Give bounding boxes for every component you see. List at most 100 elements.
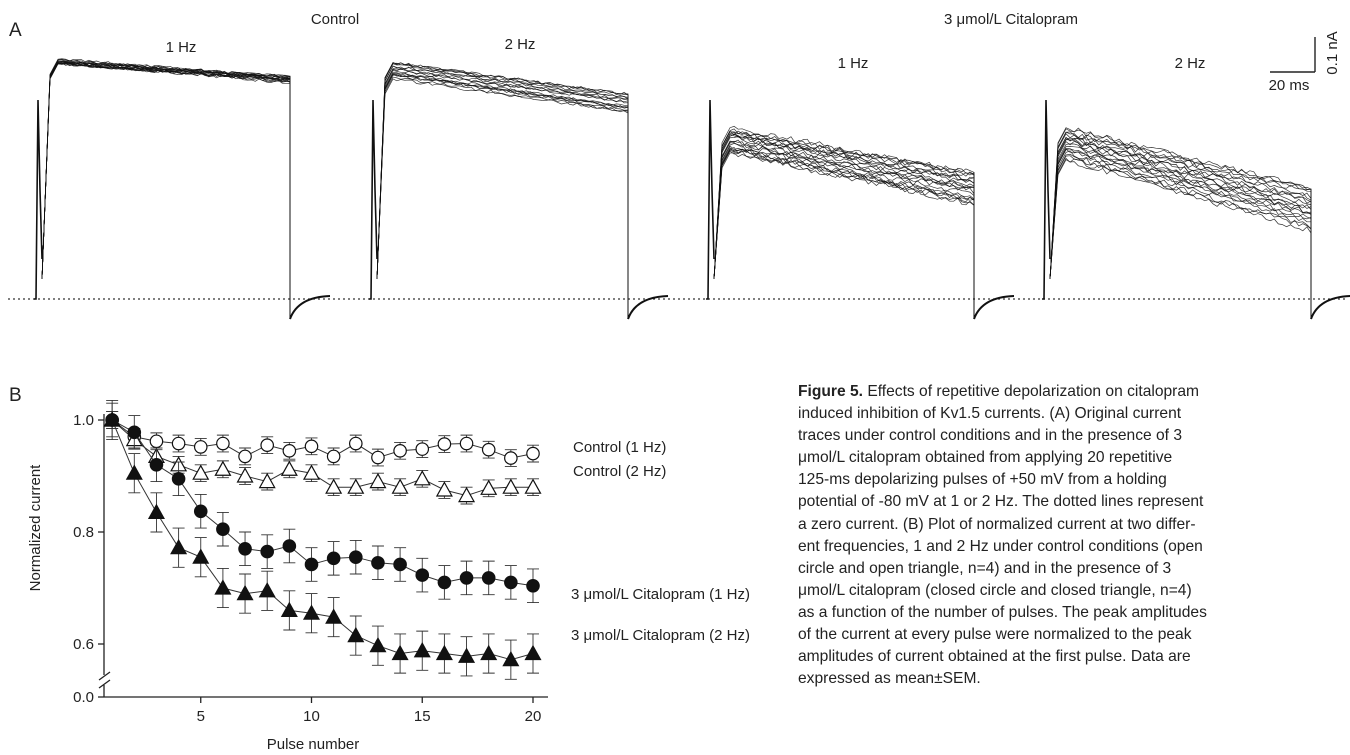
caption-text: μmol/L citalopram (closed circle and clo… (798, 581, 1192, 599)
caption-text: of the current at every pulse were norma… (798, 626, 1192, 644)
data-point (415, 442, 430, 456)
caption-text: induced inhibition of Kv1.5 currents. (A… (798, 405, 1182, 423)
data-point (459, 436, 474, 451)
caption-text: traces under control conditions and in t… (798, 427, 1183, 445)
trace-2-freq-label: 2 Hz (505, 36, 536, 53)
data-point (304, 557, 319, 572)
scale-bar: 0.1 nA 20 ms (1269, 31, 1341, 94)
data-point (260, 438, 274, 452)
data-point (458, 647, 476, 663)
data-point (103, 411, 121, 427)
data-point (302, 604, 321, 620)
data-point (258, 472, 276, 489)
data-point (371, 450, 385, 465)
y-tick-label: 1.0 (73, 412, 94, 429)
data-point (304, 439, 319, 454)
data-point (302, 464, 321, 480)
data-point (393, 557, 407, 572)
series-closed-triangle (103, 399, 542, 680)
data-point (171, 471, 186, 486)
caption-line: circle and open triangle, n=4) and in th… (798, 558, 1343, 580)
y-tick-label: 0.8 (73, 524, 94, 541)
series-label: 3 μmol/L Citalopram (1 Hz) (571, 586, 750, 603)
data-point (325, 478, 343, 494)
trace-group-1 (34, 58, 331, 320)
series-labels: Control (1 Hz) Control (2 Hz) 3 μmol/L Cit… (571, 439, 750, 644)
data-point (170, 538, 188, 555)
caption-line: traces under control conditions and in t… (798, 425, 1343, 447)
data-point (504, 575, 518, 590)
data-point (192, 464, 210, 480)
data-point (238, 541, 252, 556)
y-axis-title: Normalized current (27, 464, 44, 592)
caption-line: induced inhibition of Kv1.5 currents. (A… (798, 403, 1343, 425)
panel-b: B Normalized current Pulse number 0.0 0.6… (9, 385, 750, 753)
data-point (435, 644, 453, 661)
data-point (282, 539, 297, 553)
scale-bar-time-label: 20 ms (1269, 77, 1310, 94)
axis-break-mark (98, 671, 111, 689)
caption-line: potential of -80 mV at 1 or 2 Hz. The do… (798, 491, 1343, 513)
figure-caption: Figure 5. Effects of repetitive depolari… (798, 381, 1343, 690)
caption-text: as a function of the number of pulses. T… (798, 603, 1207, 621)
scale-bar-current-label: 0.1 nA (1324, 31, 1341, 74)
caption-line: as a function of the number of pulses. T… (798, 602, 1343, 624)
caption-line: ent frequencies, 1 and 2 Hz under contro… (798, 536, 1343, 558)
trace-3-freq-label: 1 Hz (838, 55, 869, 72)
series-label: Control (2 Hz) (573, 463, 666, 480)
data-point (480, 479, 498, 495)
data-point (481, 442, 496, 457)
x-tick-label: 5 (197, 708, 205, 725)
caption-text: a zero current. (B) Plot of normalized c… (798, 515, 1196, 533)
data-point (348, 550, 363, 564)
data-point (193, 440, 208, 454)
caption-text: μmol/L citalopram obtained from applying… (798, 449, 1173, 467)
data-point (413, 470, 431, 486)
data-point (502, 478, 520, 494)
caption-text: Effects of repetitive depolarization on … (863, 383, 1200, 400)
data-point (437, 575, 452, 590)
panel-a-label: A (9, 20, 22, 41)
data-point (393, 443, 407, 458)
data-point (458, 486, 476, 503)
caption-line: amplitudes of current obtained at the fi… (798, 646, 1343, 668)
control-group-label: Control (311, 11, 359, 28)
series-label: 3 μmol/L Citalopram (2 Hz) (571, 627, 750, 644)
caption-text: ent frequencies, 1 and 2 Hz under contro… (798, 537, 1203, 555)
trace-group-3 (706, 99, 1015, 320)
data-point (280, 601, 298, 617)
data-point (258, 582, 276, 598)
caption-text: circle and open triangle, n=4) and in th… (798, 559, 1172, 577)
panel-a: A Control 3 μmol/L Citalopram 1 Hz 2 Hz … (8, 11, 1350, 320)
data-point (524, 478, 542, 494)
x-tick-label: 15 (414, 708, 431, 725)
data-point (391, 644, 409, 661)
y-tick-label: 0.6 (73, 636, 94, 653)
data-point (348, 436, 363, 451)
chart-series (103, 399, 542, 680)
data-point (481, 571, 496, 585)
data-point (459, 571, 474, 585)
data-point (526, 446, 540, 461)
x-tick-label: 20 (525, 708, 542, 725)
series-label: Control (1 Hz) (573, 439, 666, 456)
data-point (127, 425, 142, 440)
x-axis-title: Pulse number (267, 736, 360, 753)
data-point (435, 481, 453, 497)
data-point (214, 579, 232, 595)
panel-b-label: B (9, 385, 22, 406)
current-traces (34, 58, 1350, 320)
data-point (216, 436, 230, 451)
data-point (125, 464, 143, 480)
data-point (238, 449, 252, 464)
trace-group-2 (369, 62, 669, 320)
data-point (236, 467, 254, 483)
data-point (192, 548, 210, 564)
data-point (415, 568, 430, 582)
trace-4-freq-label: 2 Hz (1175, 55, 1206, 72)
caption-text: amplitudes of current obtained at the fi… (798, 648, 1191, 666)
data-point (502, 650, 520, 667)
caption-line: of the current at every pulse were norma… (798, 624, 1343, 646)
data-point (171, 436, 186, 451)
